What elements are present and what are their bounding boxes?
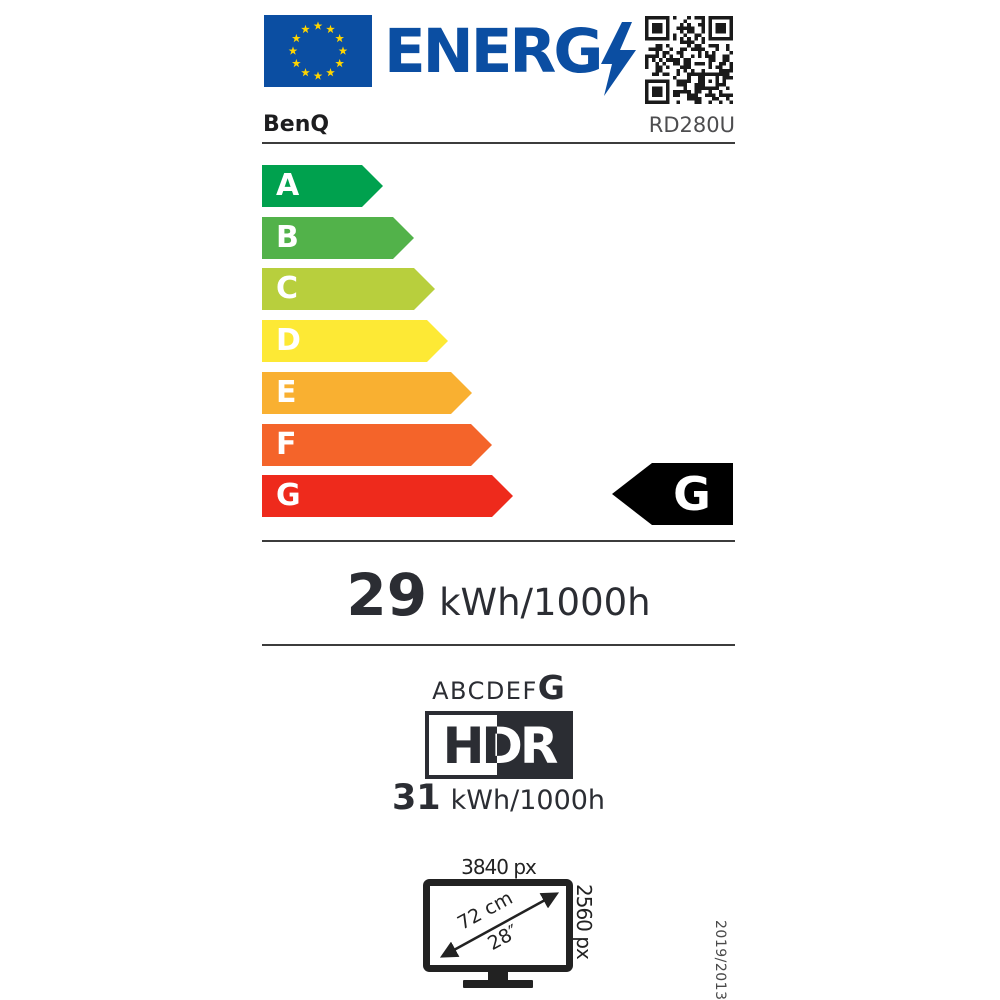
- energy-class-row-D: D: [262, 320, 448, 362]
- energy-class-letter-E: E: [276, 375, 297, 410]
- energy-class-letter-A: A: [276, 168, 300, 203]
- scale-divider: [262, 540, 735, 542]
- model-name: RD280U: [648, 113, 735, 137]
- header-divider: [262, 142, 735, 144]
- monitor-stand-neck: [488, 969, 508, 981]
- energy-class-letter-G: G: [276, 478, 301, 513]
- hdr-kwh-unit: kWh/1000h: [450, 785, 606, 816]
- energy-class-row-E: E: [262, 372, 472, 414]
- eu-flag-stars: [288, 21, 348, 80]
- selected-class-arrow: G: [612, 463, 733, 525]
- energy-class-row-B: B: [262, 217, 414, 259]
- diagonal-arrow: [439, 892, 560, 958]
- eu-flag: [264, 15, 372, 87]
- lightning-bolt-icon: [601, 22, 636, 96]
- energy-class-letter-C: C: [276, 271, 299, 306]
- energy-class-letter-D: D: [276, 323, 301, 358]
- energ-logo-text: ENERG: [384, 16, 603, 87]
- brand-name: BenQ: [263, 112, 330, 137]
- monitor-stand-base: [463, 980, 533, 988]
- sdr-kwh-value: 29: [346, 561, 428, 629]
- hdr-scale-letters: ABCDEF: [432, 677, 538, 705]
- energy-class-row-F: F: [262, 424, 492, 466]
- energy-class-letter-B: B: [276, 220, 299, 255]
- regulation-number: 2019/2013: [712, 920, 728, 1000]
- horizontal-resolution-label: 3840 px: [461, 855, 537, 879]
- sdr-consumption: 29 kWh/1000h: [262, 566, 735, 624]
- vertical-resolution-label: 2560 px: [572, 884, 596, 959]
- selected-class-letter: G: [673, 467, 711, 521]
- hdr-scale: ABCDEFG: [262, 671, 735, 704]
- energy-class-letter-F: F: [276, 427, 297, 462]
- energy-class-row-C: C: [262, 268, 435, 310]
- energy-class-row-G: G: [262, 475, 513, 517]
- hdr-logo: HDR HDR: [425, 711, 573, 779]
- sdr-divider: [262, 644, 735, 646]
- hdr-consumption: 31 kWh/1000h: [262, 781, 735, 816]
- hdr-scale-selected: G: [537, 668, 565, 707]
- hdr-logo-text-light: HDR: [443, 717, 558, 775]
- hdr-kwh-value: 31: [391, 778, 441, 818]
- monitor-diagram: 72 cm 28″: [423, 879, 573, 988]
- qr-code: [645, 16, 733, 104]
- energy-class-row-A: A: [262, 165, 383, 207]
- sdr-kwh-unit: kWh/1000h: [439, 581, 651, 624]
- hdr-logo-text-dark: HDR: [443, 717, 558, 775]
